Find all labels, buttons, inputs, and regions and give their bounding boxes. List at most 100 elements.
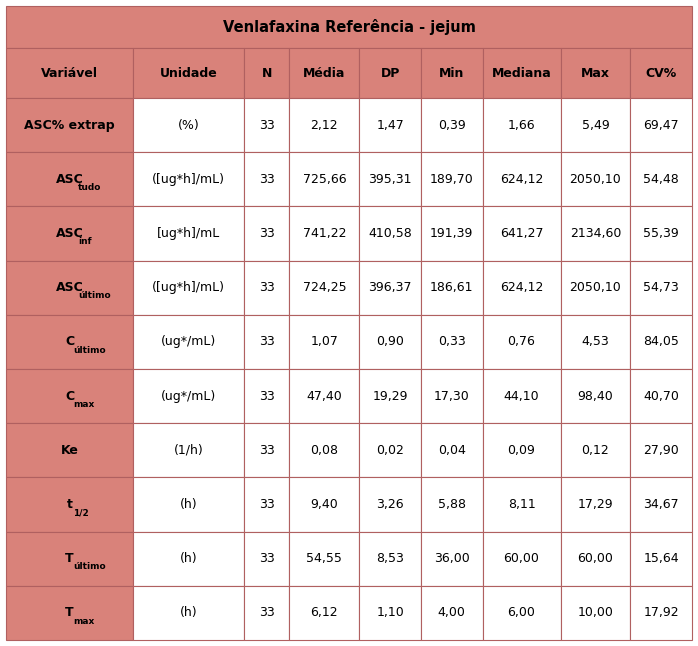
Text: 54,48: 54,48	[644, 172, 679, 186]
Text: 33: 33	[259, 607, 275, 620]
Text: 5,88: 5,88	[438, 498, 466, 511]
Bar	[244, 152, 290, 207]
Text: Ke: Ke	[61, 444, 79, 457]
Bar	[244, 260, 290, 315]
Text: 2050,10: 2050,10	[570, 281, 621, 294]
Bar	[482, 98, 560, 152]
Text: T: T	[66, 552, 74, 565]
Bar	[421, 207, 482, 260]
Text: 8,11: 8,11	[507, 498, 535, 511]
Bar	[630, 152, 692, 207]
Bar	[6, 260, 133, 315]
Text: 624,12: 624,12	[500, 281, 543, 294]
Bar	[560, 48, 630, 98]
Text: 8,53: 8,53	[376, 552, 404, 565]
Bar	[290, 152, 359, 207]
Text: (h): (h)	[180, 498, 198, 511]
Text: 33: 33	[259, 498, 275, 511]
Bar	[630, 532, 692, 586]
Bar	[421, 315, 482, 369]
Text: 9,40: 9,40	[311, 498, 339, 511]
Text: ASC: ASC	[56, 227, 84, 240]
Bar	[359, 260, 421, 315]
Bar	[244, 532, 290, 586]
Bar	[482, 532, 560, 586]
Bar	[290, 532, 359, 586]
Text: 0,90: 0,90	[376, 335, 404, 348]
Text: 410,58: 410,58	[369, 227, 412, 240]
Bar	[560, 532, 630, 586]
Bar	[421, 586, 482, 640]
Text: Venlafaxina Referência - jejum: Venlafaxina Referência - jejum	[223, 19, 475, 35]
Text: Média: Média	[303, 67, 346, 79]
Text: (h): (h)	[180, 607, 198, 620]
Bar	[6, 315, 133, 369]
Text: 0,33: 0,33	[438, 335, 466, 348]
Text: 395,31: 395,31	[369, 172, 412, 186]
Bar	[6, 48, 133, 98]
Bar	[6, 586, 133, 640]
Bar	[133, 315, 244, 369]
Text: 40,70: 40,70	[644, 390, 679, 402]
Text: Mediana: Mediana	[491, 67, 551, 79]
Bar	[290, 315, 359, 369]
Bar	[244, 98, 290, 152]
Bar	[133, 423, 244, 477]
Text: 2,12: 2,12	[311, 119, 338, 132]
Bar	[359, 48, 421, 98]
Text: ASC: ASC	[56, 281, 84, 294]
Text: 34,67: 34,67	[644, 498, 679, 511]
Bar	[359, 315, 421, 369]
Text: 186,61: 186,61	[430, 281, 473, 294]
Text: 0,12: 0,12	[581, 444, 609, 457]
Text: 55,39: 55,39	[644, 227, 679, 240]
Bar	[244, 315, 290, 369]
Text: tudo: tudo	[78, 183, 101, 192]
Text: C: C	[65, 335, 74, 348]
Bar	[359, 98, 421, 152]
Text: 60,00: 60,00	[577, 552, 614, 565]
Text: 396,37: 396,37	[369, 281, 412, 294]
Text: 641,27: 641,27	[500, 227, 543, 240]
Text: (1/h): (1/h)	[174, 444, 204, 457]
Text: 84,05: 84,05	[644, 335, 679, 348]
Text: 33: 33	[259, 552, 275, 565]
Bar	[560, 477, 630, 532]
Bar	[421, 477, 482, 532]
Bar	[133, 532, 244, 586]
Bar	[359, 207, 421, 260]
Text: Max: Max	[581, 67, 610, 79]
Text: 47,40: 47,40	[306, 390, 342, 402]
Text: 69,47: 69,47	[644, 119, 679, 132]
Bar	[290, 369, 359, 423]
Bar	[6, 369, 133, 423]
Text: 6,00: 6,00	[507, 607, 535, 620]
Bar	[359, 369, 421, 423]
Bar	[290, 260, 359, 315]
Bar	[482, 369, 560, 423]
Bar	[359, 586, 421, 640]
Bar	[560, 98, 630, 152]
Bar	[290, 48, 359, 98]
Text: 4,00: 4,00	[438, 607, 466, 620]
Bar	[421, 532, 482, 586]
Text: ([ug*h]/mL): ([ug*h]/mL)	[152, 172, 225, 186]
Text: 189,70: 189,70	[430, 172, 473, 186]
Bar	[6, 152, 133, 207]
Bar	[133, 98, 244, 152]
Text: 1,47: 1,47	[376, 119, 404, 132]
Text: 33: 33	[259, 444, 275, 457]
Bar	[560, 423, 630, 477]
Bar	[482, 477, 560, 532]
Text: 0,04: 0,04	[438, 444, 466, 457]
Text: Min: Min	[439, 67, 464, 79]
Text: T: T	[66, 607, 74, 620]
Bar	[290, 477, 359, 532]
Text: (ug*/mL): (ug*/mL)	[161, 335, 216, 348]
Text: 0,08: 0,08	[311, 444, 339, 457]
Text: 33: 33	[259, 119, 275, 132]
Bar	[244, 477, 290, 532]
Bar	[482, 260, 560, 315]
Text: 725,66: 725,66	[302, 172, 346, 186]
Text: 17,29: 17,29	[578, 498, 614, 511]
